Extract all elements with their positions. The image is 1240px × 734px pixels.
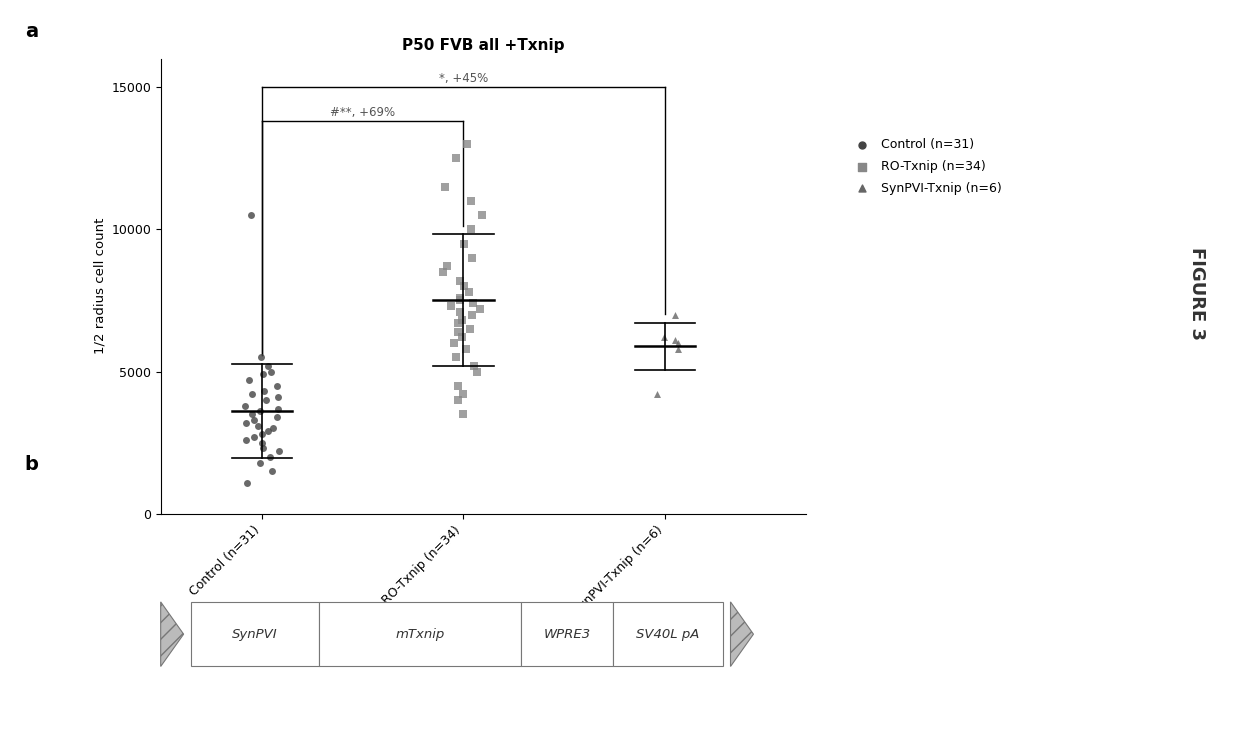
Point (434, 266, 454, 278)
Text: SV40L pA: SV40L pA (636, 628, 699, 641)
Legend: Control (n=31), RO-Txnip (n=34), SynPVI-Txnip (n=6): Control (n=31), RO-Txnip (n=34), SynPVI-… (844, 134, 1007, 200)
Point (463, 309, 482, 321)
Point (446, 352, 466, 363)
Point (655, 332, 675, 344)
Point (470, 303, 490, 315)
Point (647, 388, 667, 400)
Point (237, 476, 257, 488)
Point (461, 195, 481, 207)
Point (248, 420, 268, 432)
Bar (320, 602, 521, 666)
Point (253, 368, 273, 380)
Point (252, 437, 272, 448)
Point (237, 417, 257, 429)
Point (455, 238, 475, 250)
Point (249, 457, 269, 468)
Text: *, +45%: *, +45% (439, 72, 489, 85)
Point (464, 360, 484, 372)
Point (252, 429, 272, 440)
Y-axis label: 1/2 radius cell count: 1/2 radius cell count (93, 218, 107, 355)
Point (450, 306, 470, 318)
Point (463, 252, 482, 264)
Point (667, 338, 687, 349)
Point (450, 275, 470, 286)
Point (448, 326, 467, 338)
Point (449, 317, 469, 329)
Point (451, 314, 471, 326)
Point (267, 380, 286, 392)
Text: SynPVI: SynPVI (232, 628, 278, 641)
Polygon shape (730, 602, 754, 666)
Point (234, 400, 254, 412)
Text: b: b (25, 455, 38, 474)
Point (258, 426, 278, 437)
Point (239, 374, 259, 386)
Point (668, 343, 688, 355)
Point (440, 300, 460, 312)
Point (459, 286, 479, 298)
Point (244, 414, 264, 426)
Point (262, 465, 281, 477)
Point (258, 360, 278, 372)
Point (250, 352, 270, 363)
Point (446, 153, 466, 164)
Point (467, 366, 487, 377)
Point (665, 335, 684, 346)
Point (450, 294, 470, 306)
Point (450, 292, 470, 304)
Point (456, 343, 476, 355)
Point (242, 388, 262, 400)
Text: WPRE3: WPRE3 (543, 628, 590, 641)
Point (243, 431, 263, 443)
Text: FIGURE 3: FIGURE 3 (1188, 247, 1205, 340)
Point (253, 443, 273, 454)
Point (453, 408, 472, 420)
Point (461, 223, 481, 235)
Point (451, 332, 471, 344)
Point (268, 403, 288, 415)
Bar (521, 602, 613, 666)
Bar (613, 602, 723, 666)
Point (260, 451, 280, 463)
Point (665, 309, 684, 321)
Text: a: a (25, 22, 38, 41)
Point (454, 280, 474, 292)
Point (242, 209, 262, 221)
Text: mTxnip: mTxnip (396, 628, 445, 641)
Point (237, 434, 257, 446)
Point (449, 394, 469, 406)
Point (458, 138, 477, 150)
Point (435, 181, 455, 192)
Point (448, 380, 467, 392)
Bar (191, 602, 320, 666)
Point (460, 323, 480, 335)
Point (444, 338, 464, 349)
Point (262, 366, 281, 377)
Polygon shape (161, 602, 184, 666)
Point (472, 209, 492, 221)
Point (255, 394, 275, 406)
Point (464, 297, 484, 309)
Point (263, 423, 283, 435)
Point (242, 408, 262, 420)
Point (254, 385, 274, 397)
Point (436, 261, 456, 272)
Point (268, 391, 288, 403)
Point (267, 411, 286, 423)
Point (269, 446, 289, 457)
Point (453, 388, 472, 400)
Text: #**, +69%: #**, +69% (330, 106, 396, 119)
Point (250, 405, 270, 417)
Title: P50 FVB all +Txnip: P50 FVB all +Txnip (402, 38, 565, 54)
